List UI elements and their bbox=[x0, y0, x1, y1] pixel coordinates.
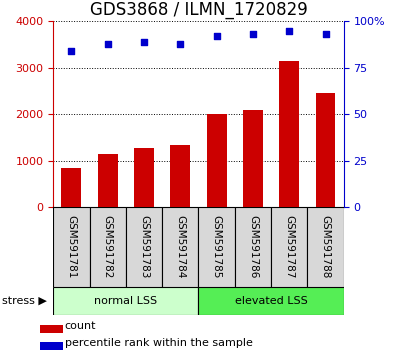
Bar bbox=[235, 207, 271, 287]
Bar bbox=[207, 114, 227, 207]
Bar bbox=[162, 207, 199, 287]
Bar bbox=[307, 207, 344, 287]
Bar bbox=[98, 154, 118, 207]
Text: GSM591788: GSM591788 bbox=[320, 215, 331, 279]
Text: GSM591782: GSM591782 bbox=[103, 215, 113, 279]
Bar bbox=[316, 93, 335, 207]
Text: GSM591784: GSM591784 bbox=[175, 215, 185, 279]
Point bbox=[105, 41, 111, 46]
Bar bbox=[126, 207, 162, 287]
Bar bbox=[279, 61, 299, 207]
Point bbox=[213, 33, 220, 39]
Bar bbox=[243, 109, 263, 207]
Bar bbox=[170, 145, 190, 207]
Text: elevated LSS: elevated LSS bbox=[235, 296, 307, 306]
Text: percentile rank within the sample: percentile rank within the sample bbox=[65, 338, 252, 348]
Title: GDS3868 / ILMN_1720829: GDS3868 / ILMN_1720829 bbox=[90, 1, 307, 18]
Text: GSM591787: GSM591787 bbox=[284, 215, 294, 279]
Bar bbox=[199, 287, 344, 315]
Text: count: count bbox=[65, 321, 96, 331]
Text: GSM591786: GSM591786 bbox=[248, 215, 258, 279]
Text: GSM591785: GSM591785 bbox=[212, 215, 222, 279]
Bar bbox=[199, 207, 235, 287]
Point bbox=[286, 28, 292, 33]
Text: GSM591783: GSM591783 bbox=[139, 215, 149, 279]
Bar bbox=[271, 207, 307, 287]
Point bbox=[141, 39, 147, 45]
Bar bbox=[53, 287, 199, 315]
Text: GSM591781: GSM591781 bbox=[66, 215, 77, 279]
Bar bbox=[40, 342, 62, 350]
Bar bbox=[62, 167, 81, 207]
Bar bbox=[90, 207, 126, 287]
Text: normal LSS: normal LSS bbox=[94, 296, 158, 306]
Point bbox=[322, 32, 329, 37]
Bar bbox=[134, 148, 154, 207]
Bar bbox=[53, 207, 90, 287]
Point bbox=[177, 41, 184, 46]
Text: stress ▶: stress ▶ bbox=[2, 296, 47, 306]
Point bbox=[250, 32, 256, 37]
Point bbox=[68, 48, 75, 54]
Bar bbox=[40, 325, 62, 333]
